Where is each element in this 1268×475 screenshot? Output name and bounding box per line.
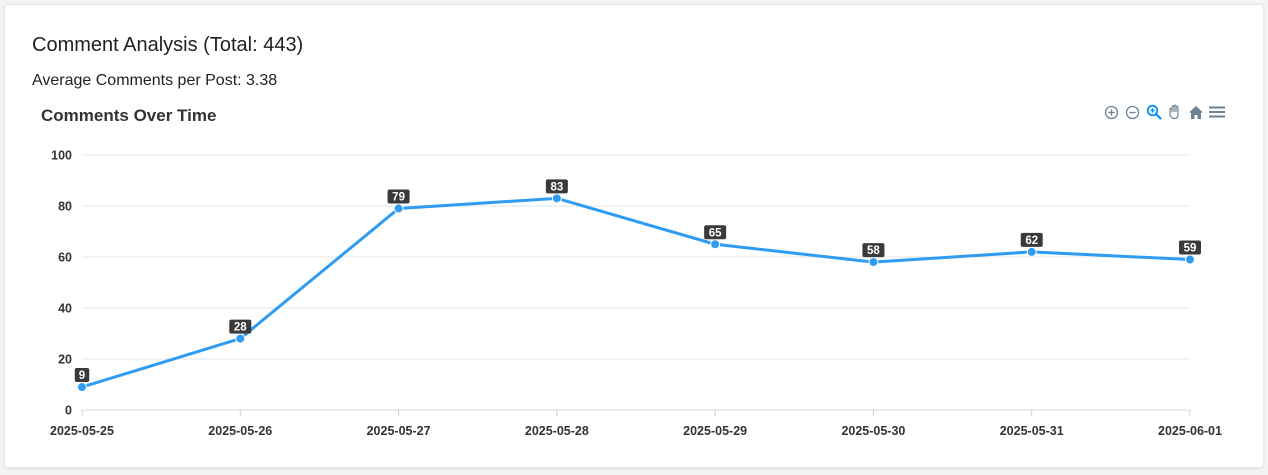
chart-title: Comments Over Time (41, 106, 216, 125)
data-label-bg (545, 179, 568, 194)
chart-card: Comment Analysis (Total: 443) Average Co… (4, 4, 1264, 468)
menu-icon[interactable] (1208, 102, 1225, 122)
x-tick-label: 2025-05-29 (683, 424, 747, 438)
data-label: 58 (867, 245, 880, 257)
x-tick-label: 2025-06-01 (1158, 424, 1222, 438)
zoom-selection-icon[interactable] (1145, 102, 1162, 122)
pan-icon[interactable] (1166, 102, 1183, 122)
data-point[interactable] (393, 203, 404, 214)
y-tick-label: 20 (58, 353, 72, 367)
data-label-bg (74, 368, 90, 383)
data-label-bg (862, 243, 885, 258)
x-axis: 2025-05-25 2025-05-26 2025-05-27 2025-05-28… (50, 410, 1222, 438)
x-tick-label: 2025-05-26 (208, 424, 272, 438)
data-label-bg (1179, 240, 1201, 255)
card-subtitle: Average Comments per Post: 3.38 (32, 72, 278, 89)
data-label: 28 (234, 322, 247, 334)
data-label-bg (704, 225, 727, 240)
data-point[interactable] (1185, 254, 1195, 265)
x-tick-label: 2025-05-25 (50, 424, 114, 438)
y-axis: 0 20 40 60 80 100 (51, 149, 72, 418)
data-label-bg (1020, 232, 1043, 247)
x-tick-label: 2025-05-31 (1000, 424, 1064, 438)
series-path (80, 196, 1192, 389)
data-label: 65 (709, 227, 722, 239)
y-tick-label: 60 (58, 251, 72, 265)
data-point[interactable] (551, 193, 562, 204)
data-point[interactable] (710, 239, 721, 250)
data-point[interactable] (868, 257, 879, 268)
chart-toolbar (1103, 102, 1225, 122)
y-tick-label: 100 (51, 149, 72, 163)
series-line (80, 196, 1192, 389)
data-label-bg (387, 189, 410, 204)
zoom-in-icon[interactable] (1103, 102, 1120, 122)
zoom-out-icon[interactable] (1124, 102, 1141, 122)
data-label: 9 (79, 370, 85, 382)
x-tick-label: 2025-05-30 (841, 424, 905, 438)
data-points (77, 193, 1195, 393)
home-reset-icon[interactable] (1187, 102, 1204, 122)
data-label-bg (229, 319, 252, 334)
data-labels: 9 28 79 83 65 58 62 59 (74, 179, 1201, 383)
data-point[interactable] (235, 333, 246, 344)
data-point[interactable] (1026, 246, 1037, 257)
data-label: 83 (550, 181, 563, 193)
x-tick-label: 2025-05-28 (525, 424, 589, 438)
data-label: 62 (1025, 235, 1038, 247)
data-label: 79 (392, 192, 405, 204)
y-tick-label: 80 (58, 200, 72, 214)
grid-lines (82, 154, 1190, 411)
data-label: 59 (1184, 243, 1197, 255)
data-point[interactable] (77, 382, 87, 393)
y-tick-label: 0 (65, 404, 72, 418)
x-tick-label: 2025-05-27 (367, 424, 431, 438)
y-tick-label: 40 (58, 302, 72, 316)
card-title: Comment Analysis (Total: 443) (32, 34, 304, 56)
